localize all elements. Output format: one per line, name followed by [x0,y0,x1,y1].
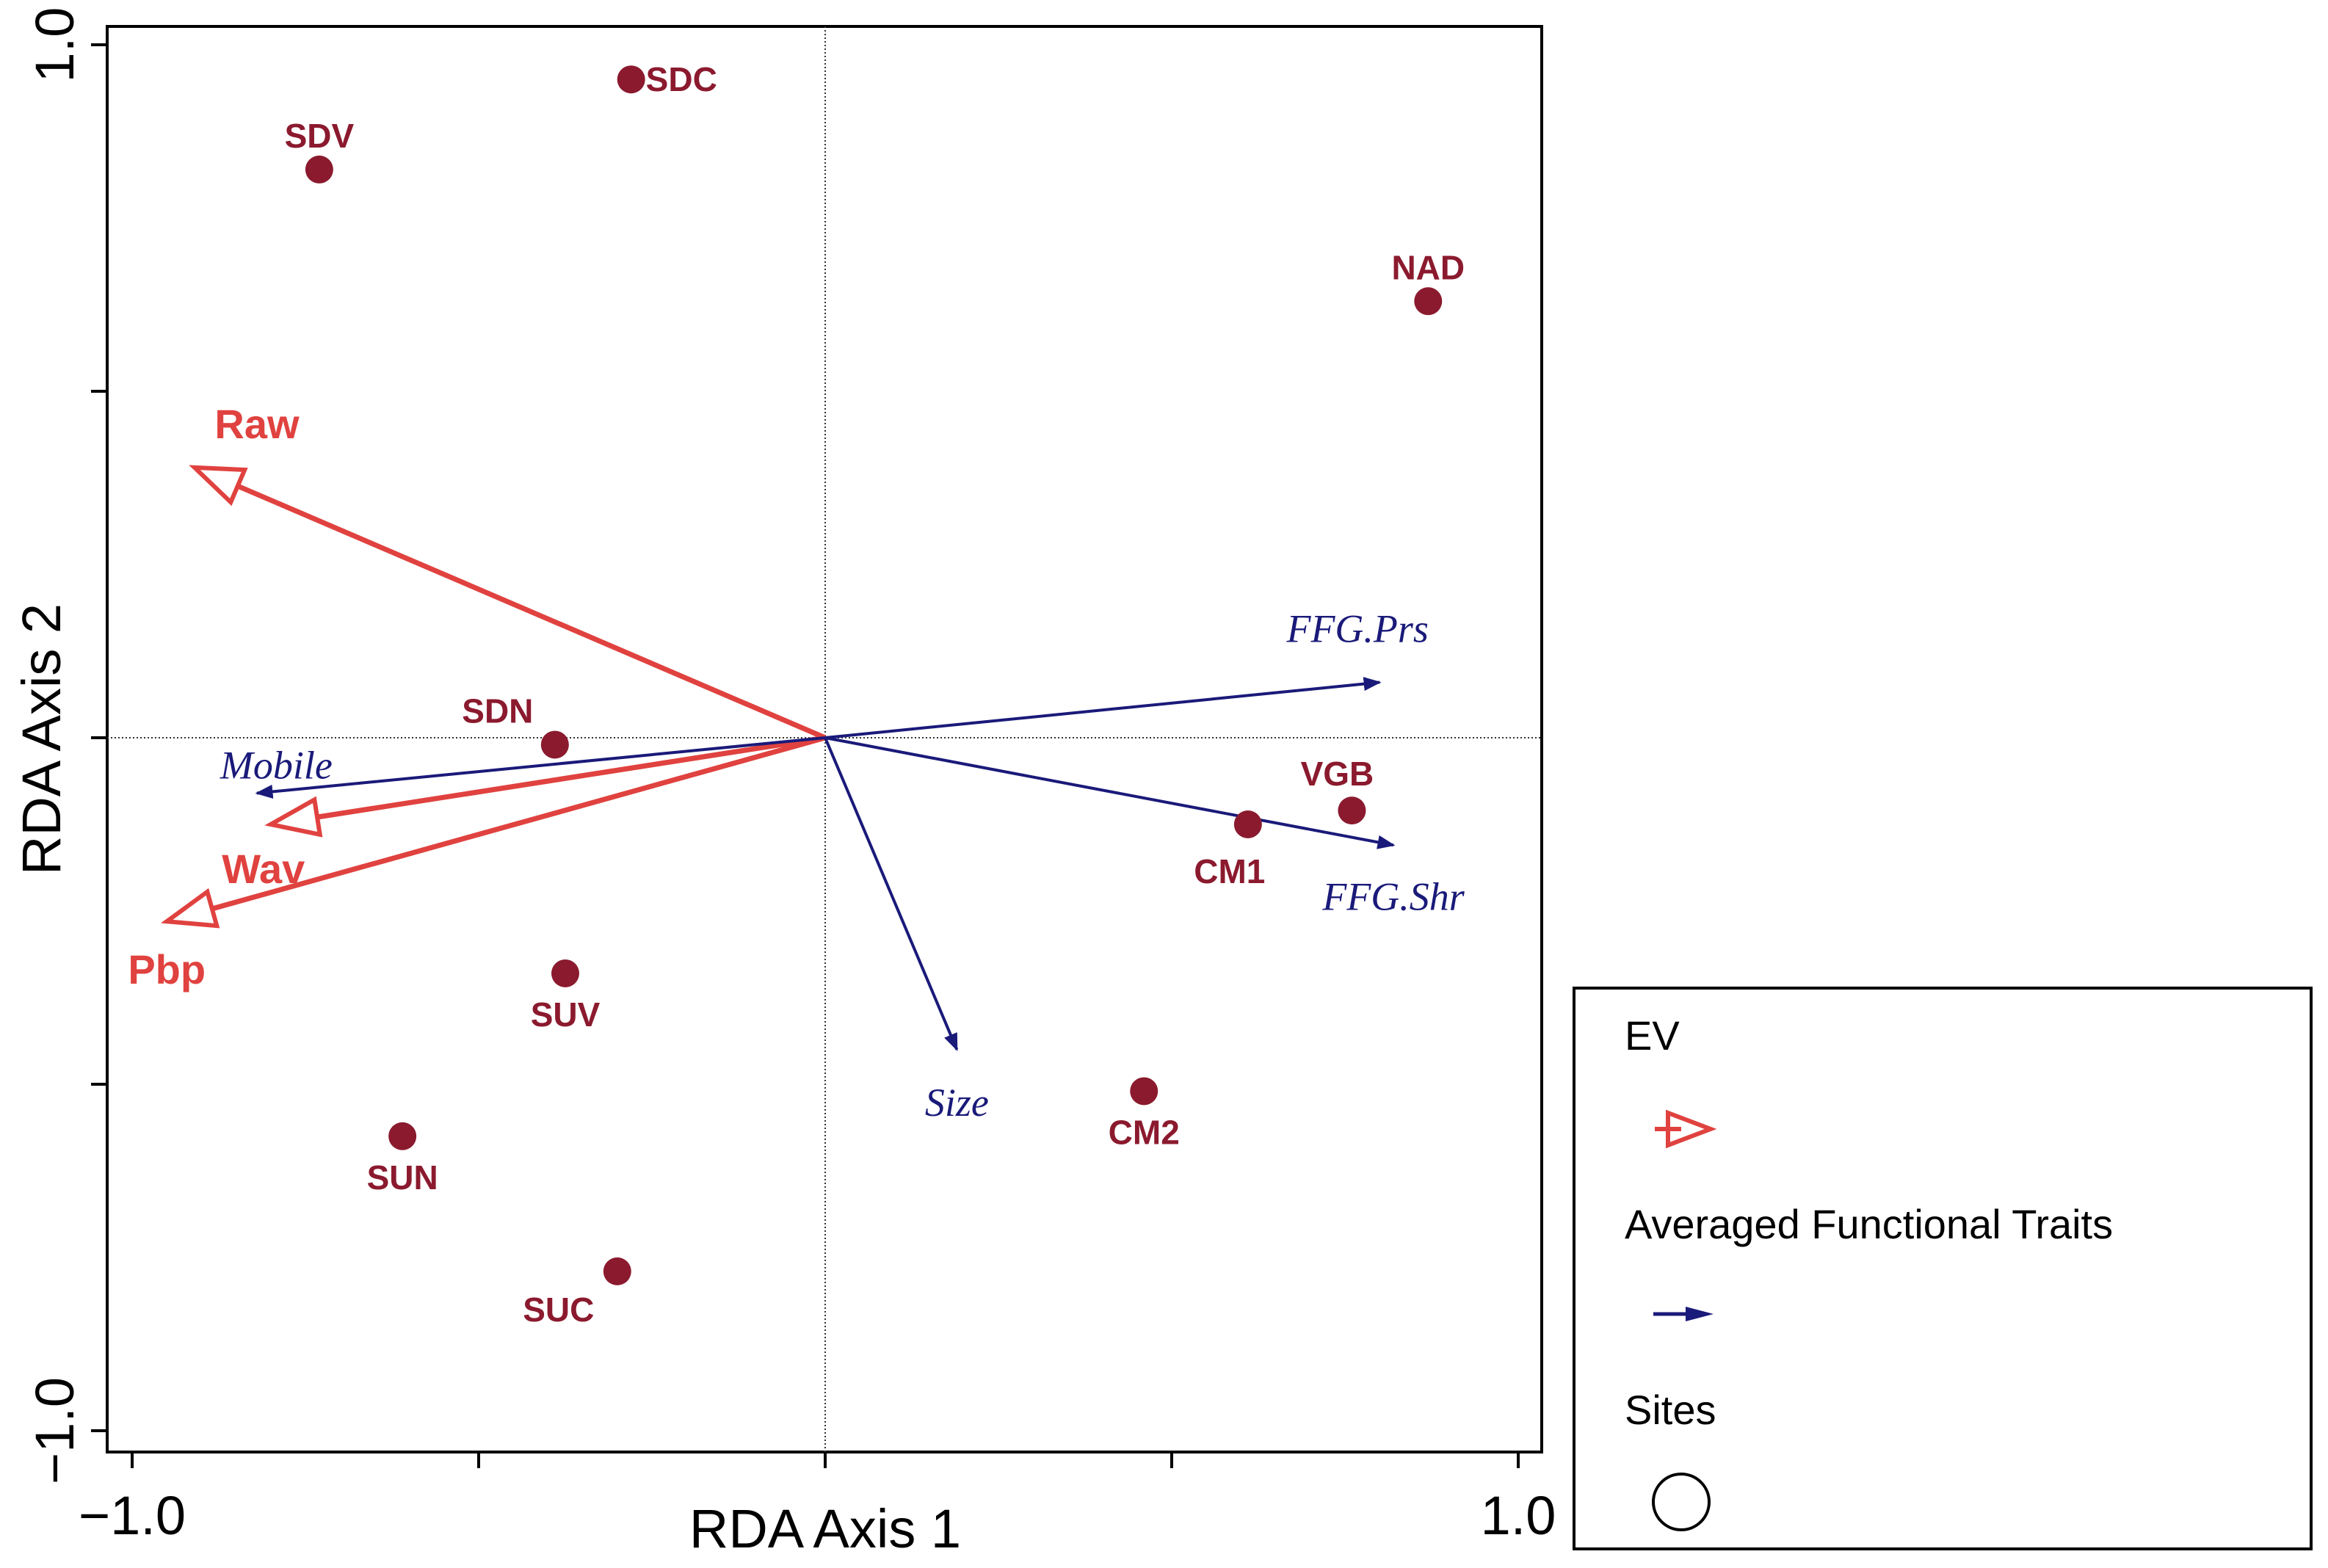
site-label: SDC [646,60,717,98]
ev-vector-label: Raw [214,401,300,447]
x-tick-label: −1.0 [79,1485,186,1546]
ev-vector-head [160,888,220,929]
ev-vector-head [264,796,323,838]
legend-site-circle-icon [1652,1473,1711,1531]
y-tick-label: 1.0 [24,7,85,83]
trait-vector-line [824,736,1396,849]
ev-vector-line [316,735,826,820]
site-label: SUN [367,1158,438,1197]
site-point [1414,287,1443,316]
site-point [540,730,569,759]
trait-vector-label: Mobile [220,744,333,788]
ev-vector-line [236,483,827,741]
trait-vector-line [255,736,826,799]
legend-sites-title: Sites [1625,1387,1716,1433]
site-point [551,959,579,987]
site-point [603,1257,631,1285]
trait-vectors: FFG.Prs FFG.Shr Mobile Size [220,606,1465,1124]
site-label: SDV [285,117,355,155]
site-point [388,1122,417,1150]
site-label: CM2 [1109,1113,1180,1151]
ev-vector-head [189,465,248,507]
trait-vector-line [824,677,1382,739]
site-label: SUV [531,995,601,1034]
site-points: SDC SDV NAD SDN VGB CM1 SUV CM2 SUN SUC [285,60,1465,1329]
site-point [617,65,645,94]
x-axis-title: RDA Axis 1 [689,1498,961,1559]
y-axis-title: RDA Axis 2 [11,603,72,875]
axis-tick-labels: −1.0 1.0 1.0 −1.0 [24,7,1556,1546]
site-label: VGB [1301,755,1374,793]
ev-vector-label: Pbp [128,946,206,992]
legend-traits-title: Averaged Functional Traits [1625,1201,2113,1247]
legend-trait-arrow-icon [1653,1307,1714,1321]
site-label: NAD [1391,248,1465,286]
site-label: CM1 [1194,852,1265,890]
trait-vector-label: FFG.Shr [1321,874,1465,918]
legend: EV Averaged Functional Traits Sites [1573,987,2313,1550]
site-point [305,155,333,184]
trait-vector-label: FFG.Prs [1286,606,1428,650]
site-point [1130,1077,1158,1106]
site-label: SUC [523,1291,594,1329]
y-tick-label: −1.0 [24,1377,85,1484]
trait-vector-line [824,737,959,1052]
legend-box [1573,987,2313,1550]
x-tick-label: 1.0 [1481,1485,1556,1546]
site-point [1233,810,1262,838]
site-point [1338,796,1366,825]
trait-vector-label: Size [925,1081,989,1125]
axis-ticks [91,43,1520,1468]
legend-ev-title: EV [1625,1012,1680,1059]
legend-ev-arrow-icon [1655,1109,1717,1149]
ev-vector-line [211,735,826,912]
site-label: SDN [462,692,533,730]
